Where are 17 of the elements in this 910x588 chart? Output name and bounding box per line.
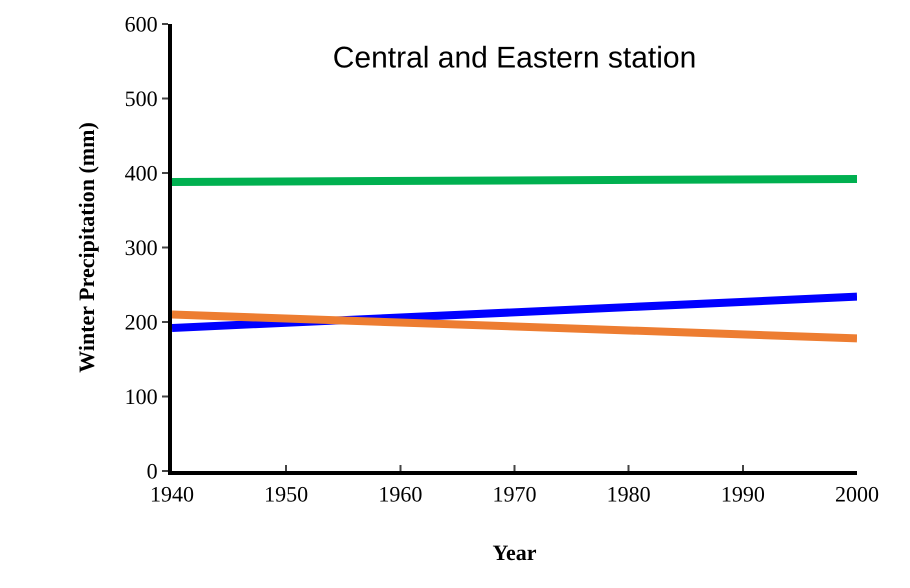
x-tick-label: 1980 (606, 481, 651, 506)
x-tick-label: 1990 (720, 481, 765, 506)
y-tick-label: 600 (124, 12, 158, 37)
y-tick-label: 500 (124, 86, 158, 112)
x-axis-title: Year (492, 540, 537, 565)
y-tick-label: 100 (124, 384, 158, 410)
y-axis-title: Winter Precipitation (mm) (74, 122, 99, 373)
x-tick-label: 1970 (492, 481, 536, 506)
x-tick-label: 1950 (264, 481, 308, 506)
x-tick-label: 2000 (835, 481, 879, 506)
text: Central and Eastern station (332, 42, 696, 75)
y-tick-label: 0 (146, 458, 158, 484)
x-tick-label: 1960 (378, 481, 422, 506)
y-tick-label: 200 (124, 310, 158, 335)
y-tick-label: 400 (124, 160, 158, 186)
y-tick-label: 300 (124, 235, 158, 260)
x-tick-label: 1940 (150, 481, 194, 506)
